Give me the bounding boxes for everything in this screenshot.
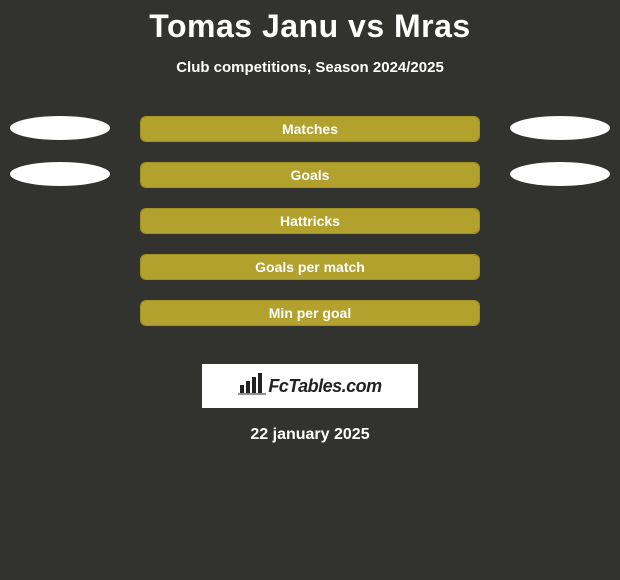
comparison-row: Goals per match	[0, 254, 620, 300]
comparison-row: Hattricks	[0, 208, 620, 254]
metric-label: Hattricks	[280, 213, 340, 229]
left-value-ellipse	[10, 116, 110, 140]
right-value-ellipse	[510, 162, 610, 186]
logo-text: FcTables.com	[268, 376, 381, 397]
metric-label: Min per goal	[269, 305, 351, 321]
date-line: 22 january 2025	[0, 426, 620, 444]
comparison-row: Matches	[0, 116, 620, 162]
bar-chart-icon	[238, 373, 266, 400]
right-value-ellipse	[510, 116, 610, 140]
metric-bar: Goals	[140, 162, 480, 188]
metric-bar: Min per goal	[140, 300, 480, 326]
metric-bar: Goals per match	[140, 254, 480, 280]
subtitle: Club competitions, Season 2024/2025	[0, 59, 620, 76]
logo-box: FcTables.com	[202, 364, 418, 408]
metric-label: Matches	[282, 121, 338, 137]
left-value-ellipse	[10, 162, 110, 186]
comparison-chart: Matches Goals Hattricks Goals per match Min …	[0, 116, 620, 346]
metric-label: Goals	[291, 167, 330, 183]
metric-label: Goals per match	[255, 259, 365, 275]
metric-bar: Matches	[140, 116, 480, 142]
comparison-row: Goals	[0, 162, 620, 208]
metric-bar: Hattricks	[140, 208, 480, 234]
comparison-row: Min per goal	[0, 300, 620, 346]
page-title: Tomas Janu vs Mras	[0, 0, 620, 45]
